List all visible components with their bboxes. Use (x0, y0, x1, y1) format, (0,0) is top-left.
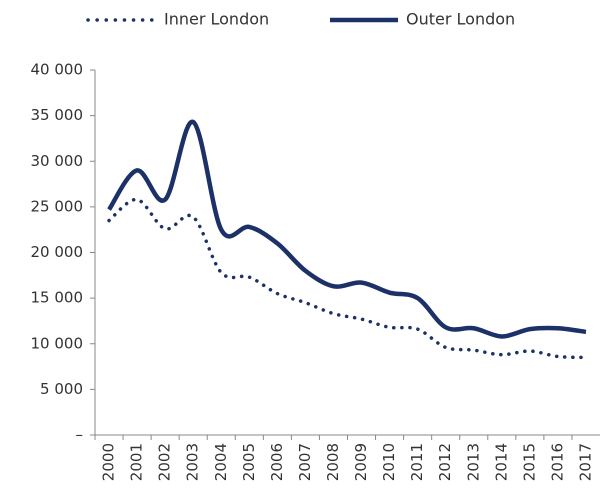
y-tick-label: 20 000 (31, 243, 84, 261)
y-tick-label: 10 000 (31, 334, 84, 352)
x-tick-label: 2004 (212, 443, 230, 481)
y-tick-label: 40 000 (31, 61, 84, 79)
x-tick-label: 2011 (408, 443, 426, 481)
x-tick-label: 2014 (492, 443, 510, 481)
y-tick-label: – (76, 426, 84, 444)
x-tick-label: 2016 (548, 443, 566, 481)
x-tick-label: 2003 (184, 443, 202, 481)
x-tick-label: 2008 (324, 443, 342, 481)
x-tick-label: 2007 (296, 443, 314, 481)
series-line (107, 197, 588, 360)
x-tick-label: 2000 (100, 443, 118, 481)
x-tick-label: 2010 (380, 443, 398, 481)
x-tick-label: 2005 (240, 443, 258, 481)
x-tick-label: 2015 (520, 443, 538, 481)
x-tick-label: 2006 (268, 443, 286, 481)
x-tick-label: 2009 (352, 443, 370, 481)
x-tick-label: 2012 (436, 443, 454, 481)
y-tick-label: 5 000 (40, 380, 83, 398)
y-tick-label: 25 000 (31, 197, 84, 215)
x-tick-label: 2002 (156, 443, 174, 481)
x-tick-label: 2017 (576, 443, 594, 481)
y-tick-label: 30 000 (31, 152, 84, 170)
series-line (107, 119, 587, 339)
y-tick-label: 35 000 (31, 106, 84, 124)
y-tick-label: 15 000 (31, 289, 84, 307)
x-tick-label: 2013 (464, 443, 482, 481)
legend-label: Outer London (406, 10, 515, 29)
x-tick-label: 2001 (128, 443, 146, 481)
legend-label: Inner London (164, 10, 269, 29)
